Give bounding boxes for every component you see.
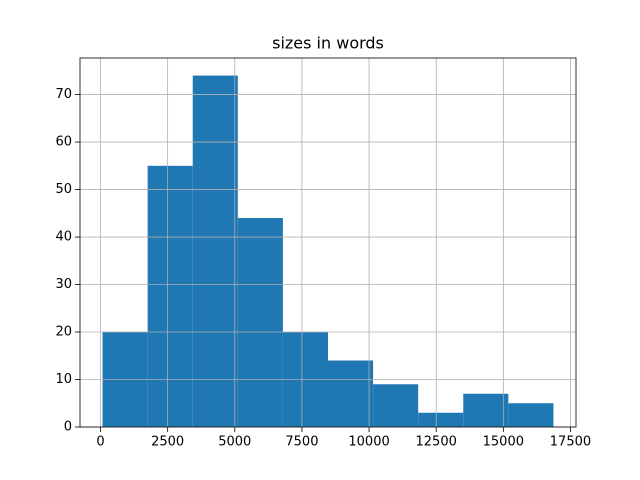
bar	[237, 218, 283, 427]
chart-title: sizes in words	[272, 34, 384, 53]
bar	[463, 393, 509, 427]
bar	[418, 412, 464, 427]
bar	[147, 165, 193, 427]
x-tick-label: 17500	[550, 435, 591, 450]
x-tick-label: 7500	[285, 435, 318, 450]
plot-frame	[79, 57, 577, 428]
x-tick-label: 15000	[483, 435, 524, 450]
y-tick-label: 20	[55, 325, 72, 340]
x-tick-label: 5000	[218, 435, 251, 450]
bar	[328, 360, 374, 427]
y-tick-label: 60	[55, 135, 72, 150]
x-tick-label: 0	[96, 435, 104, 450]
bar	[508, 403, 554, 427]
y-tick-label: 0	[64, 420, 72, 435]
y-tick-label: 10	[55, 372, 72, 387]
y-tick-label: 30	[55, 277, 72, 292]
y-tick-label: 70	[55, 87, 72, 102]
y-tick-label: 50	[55, 182, 72, 197]
bar	[373, 384, 419, 427]
x-tick-label: 2500	[151, 435, 184, 450]
bar	[192, 75, 238, 428]
y-tick-label: 40	[55, 230, 72, 245]
x-tick-label: 10000	[348, 435, 389, 450]
x-tick-label: 12500	[416, 435, 457, 450]
